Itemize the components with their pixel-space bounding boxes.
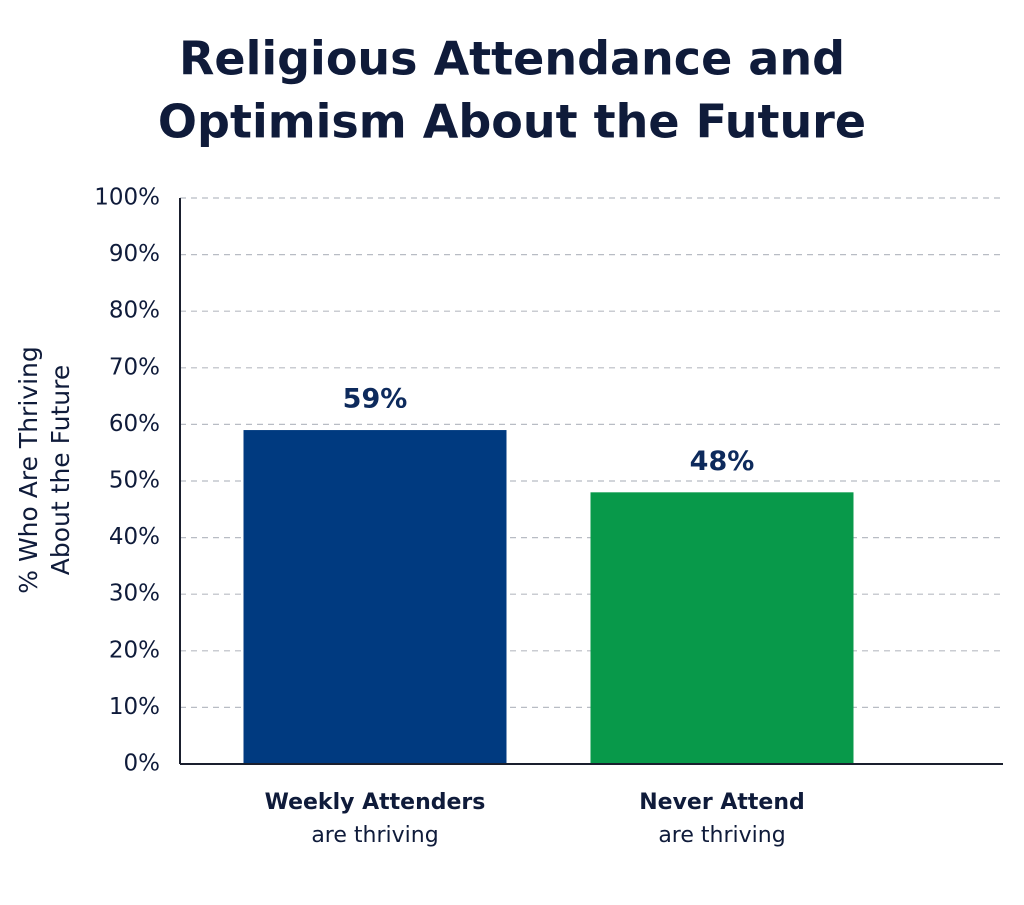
y-tick-label: 50% [109,468,160,494]
y-tick-label: 10% [109,694,160,720]
value-label: 59% [343,384,408,415]
y-tick-label: 70% [109,354,160,380]
x-tick-label: are thriving [311,823,438,848]
x-tick-label: Weekly Attenders [265,790,486,815]
y-tick-label: 60% [109,411,160,437]
value-label: 48% [690,446,755,477]
y-tick-label: 90% [109,241,160,267]
bar [243,430,507,764]
y-axis-title-line: About the Future [46,365,75,575]
y-tick-label: 100% [94,185,160,211]
x-tick-label: Never Attend [639,790,805,815]
y-axis-title: % Who Are Thriving [14,346,43,593]
y-tick-label: 30% [109,581,160,607]
y-tick-label: 80% [109,298,160,324]
y-tick-label: 40% [109,524,160,550]
y-axis-title: About the Future [46,365,75,575]
y-axis-title-line: % Who Are Thriving [14,346,43,593]
y-tick-label: 0% [124,751,161,777]
bar [590,492,854,764]
chart-title: Optimism About the Future [158,95,866,149]
x-tick-label: are thriving [658,823,785,848]
y-tick-label: 20% [109,637,160,663]
chart-title: Religious Attendance and [179,32,845,86]
